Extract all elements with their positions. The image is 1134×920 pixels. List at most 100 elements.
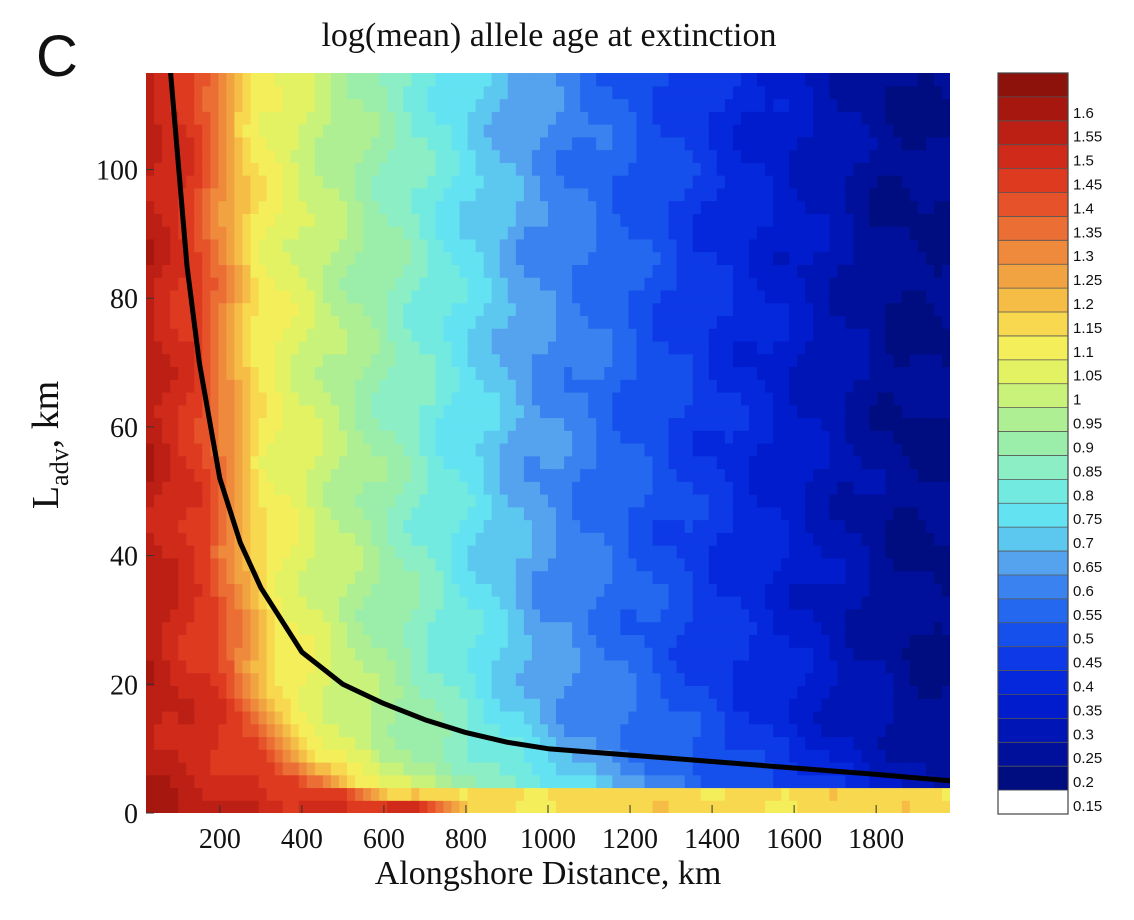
heatmap-cell	[612, 481, 621, 495]
heatmap-cell	[716, 302, 726, 317]
heatmap-cell	[580, 736, 589, 750]
heatmap-cell	[162, 391, 171, 406]
heatmap-cell	[218, 175, 227, 189]
heatmap-cell	[588, 213, 597, 227]
heatmap-cell	[548, 430, 557, 444]
heatmap-cell	[564, 226, 573, 240]
heatmap-cell	[290, 519, 300, 533]
heatmap-cell	[330, 315, 340, 329]
heatmap-cell	[548, 187, 557, 202]
heatmap-cell	[154, 379, 163, 393]
heatmap-cell	[411, 455, 420, 470]
heatmap-cell	[620, 289, 629, 304]
heatmap-cell	[612, 634, 621, 648]
heatmap-cell	[298, 379, 308, 393]
heatmap-cell	[202, 455, 211, 470]
heatmap-cell	[403, 761, 412, 776]
heatmap-cell	[668, 187, 678, 202]
heatmap-cell	[781, 111, 790, 125]
heatmap-cell	[572, 73, 581, 87]
heatmap-cell	[628, 340, 638, 355]
heatmap-cell	[395, 353, 404, 368]
heatmap-cell	[419, 443, 428, 457]
heatmap-cell	[708, 519, 718, 533]
heatmap-cell	[355, 787, 364, 801]
heatmap-cell	[282, 557, 292, 572]
heatmap-cell	[684, 391, 694, 406]
heatmap-cell	[387, 685, 396, 699]
heatmap-cell	[242, 213, 252, 227]
heatmap-cell	[515, 481, 525, 495]
heatmap-cell	[330, 340, 340, 355]
heatmap-cell	[379, 379, 388, 393]
heatmap-cell	[355, 328, 364, 342]
heatmap-cell	[330, 289, 340, 304]
heatmap-cell	[813, 532, 822, 546]
heatmap-cell	[580, 136, 589, 151]
heatmap-cell	[765, 608, 774, 623]
heatmap-cell	[387, 379, 396, 393]
heatmap-cell	[523, 98, 533, 112]
heatmap-cell	[226, 430, 236, 444]
heatmap-cell	[186, 417, 195, 431]
heatmap-cell	[740, 213, 750, 227]
heatmap-cell	[387, 481, 396, 495]
heatmap-cell	[403, 685, 412, 699]
heatmap-cell	[749, 175, 758, 189]
heatmap-cell	[636, 200, 646, 214]
heatmap-cell	[451, 328, 461, 342]
heatmap-cell	[588, 226, 597, 240]
heatmap-cell	[290, 264, 300, 278]
heatmap-cell	[347, 200, 356, 214]
heatmap-cell	[419, 545, 428, 559]
heatmap-cell	[797, 787, 806, 801]
heatmap-cell	[732, 596, 742, 610]
heatmap-cell	[371, 404, 380, 419]
heatmap-cell	[612, 238, 621, 253]
heatmap-cell	[580, 391, 589, 406]
heatmap-cell	[507, 353, 517, 368]
heatmap-cell	[363, 213, 372, 227]
heatmap-cell	[588, 710, 597, 725]
heatmap-cell	[387, 749, 396, 763]
heatmap-cell	[757, 85, 766, 100]
heatmap-cell	[210, 481, 219, 495]
heatmap-cell	[162, 443, 171, 457]
heatmap-cell	[379, 443, 388, 457]
heatmap-cell	[813, 430, 822, 444]
heatmap-cell	[732, 353, 742, 368]
heatmap-cell	[548, 557, 557, 572]
heatmap-cell	[459, 404, 469, 419]
heatmap-cell	[435, 506, 445, 521]
heatmap-cell	[242, 659, 252, 674]
heatmap-cell	[580, 340, 589, 355]
heatmap-cell	[716, 659, 726, 674]
heatmap-cell	[162, 136, 171, 151]
heatmap-cell	[523, 187, 533, 202]
heatmap-cell	[700, 583, 710, 597]
heatmap-cell	[507, 519, 517, 533]
heatmap-cell	[379, 111, 388, 125]
heatmap-cell	[403, 736, 412, 750]
heatmap-cell	[475, 315, 485, 329]
heatmap-cell	[564, 455, 573, 470]
heatmap-cell	[274, 506, 284, 521]
heatmap-cell	[411, 749, 420, 763]
heatmap-cell	[475, 800, 485, 813]
heatmap-cell	[363, 277, 372, 291]
heatmap-cell	[652, 506, 662, 521]
heatmap-cell	[330, 328, 340, 342]
heatmap-cell	[330, 685, 340, 699]
heatmap-cell	[732, 149, 742, 163]
heatmap-cell	[363, 238, 372, 253]
heatmap-cell	[250, 443, 260, 457]
heatmap-cell	[411, 647, 420, 661]
heatmap-cell	[564, 761, 573, 776]
heatmap-cell	[789, 570, 798, 584]
heatmap-cell	[210, 545, 219, 559]
heatmap-cell	[338, 238, 348, 253]
heatmap-cell	[379, 404, 388, 419]
heatmap-cell	[322, 545, 332, 559]
heatmap-cell	[531, 506, 541, 521]
heatmap-cell	[757, 417, 766, 431]
